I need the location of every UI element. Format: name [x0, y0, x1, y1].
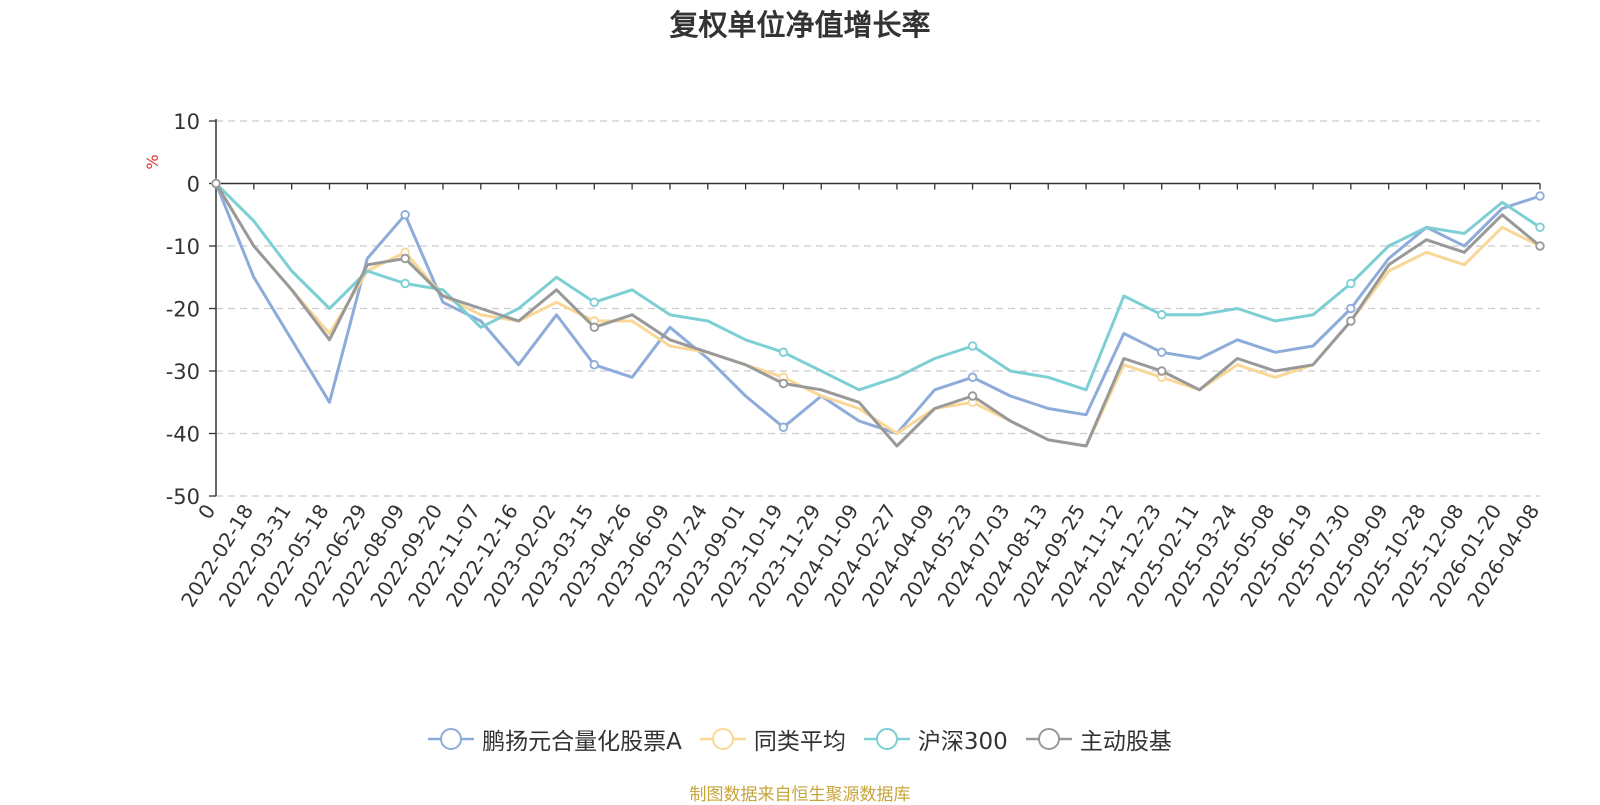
- data-point: [1346, 316, 1356, 326]
- legend-item[interactable]: 主动股基: [1025, 722, 1172, 756]
- series-layer: [211, 178, 1545, 448]
- y-tick-label: 0: [187, 173, 200, 197]
- legend: 鹏扬元合量化股票A 同类平均 沪深300 主动股基: [0, 722, 1600, 756]
- data-point: [778, 422, 789, 432]
- legend-item[interactable]: 沪深300: [863, 722, 1008, 756]
- series-line: [214, 182, 1541, 392]
- data-point: [1535, 222, 1545, 232]
- data-point: [211, 178, 221, 189]
- legend-item[interactable]: 同类平均: [699, 722, 846, 756]
- data-point: [1157, 347, 1167, 357]
- y-axis-label: %: [143, 154, 162, 169]
- legend-swatch-icon: [1025, 728, 1072, 750]
- y-tick-label: -50: [166, 485, 200, 509]
- y-tick-label: 10: [173, 110, 200, 134]
- legend-label: 主动股基: [1079, 729, 1172, 755]
- data-point: [589, 322, 599, 332]
- axis-layer: 100-10-20-30-40-5002022-02-182022-03-312…: [166, 110, 1545, 611]
- data-point: [778, 347, 789, 357]
- data-point: [967, 341, 978, 351]
- legend-label: 鹏扬元合量化股票A: [482, 729, 682, 755]
- series-line: [214, 182, 1541, 448]
- data-source-note: 制图数据来自恒生聚源数据库: [689, 785, 911, 805]
- legend-item[interactable]: 鹏扬元合量化股票A: [428, 722, 682, 756]
- legend-label: 同类平均: [753, 729, 846, 755]
- data-point: [400, 278, 410, 289]
- data-point: [1157, 310, 1167, 320]
- data-point: [589, 360, 599, 370]
- data-point: [400, 253, 410, 264]
- legend-swatch-icon: [699, 728, 746, 750]
- chart-title: 复权单位净值增长率: [669, 8, 931, 42]
- data-point: [589, 297, 599, 307]
- data-point: [967, 372, 978, 382]
- grid-layer: [216, 120, 1540, 497]
- legend-swatch-icon: [428, 728, 475, 750]
- series-line: [214, 182, 1541, 448]
- data-point: [1535, 241, 1545, 251]
- y-tick-label: -20: [166, 298, 200, 322]
- data-point: [1346, 278, 1356, 289]
- y-tick-label: -10: [166, 235, 200, 259]
- data-point: [1157, 366, 1167, 376]
- y-tick-label: -40: [166, 423, 200, 447]
- data-point: [1535, 191, 1545, 201]
- data-point: [1346, 303, 1356, 314]
- data-point: [400, 210, 410, 220]
- legend-swatch-icon: [863, 728, 910, 750]
- data-point: [778, 378, 789, 389]
- legend-label: 沪深300: [917, 729, 1008, 755]
- data-point: [967, 391, 978, 401]
- x-tick-label: 0: [193, 500, 220, 524]
- y-tick-label: -30: [166, 360, 200, 384]
